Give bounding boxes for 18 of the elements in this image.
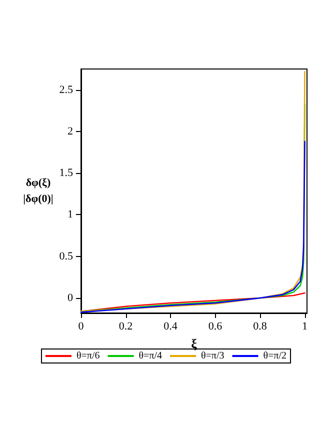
x-tick-label: 0 bbox=[78, 320, 84, 332]
y-axis-title: δφ(ξ) |δφ(0)| bbox=[23, 177, 54, 205]
legend-label: θ=π/3 bbox=[201, 350, 224, 362]
x-tick-label: 0.4 bbox=[164, 320, 178, 332]
legend-label: θ=π/4 bbox=[138, 350, 162, 362]
y-tick-label: 2 bbox=[68, 125, 73, 138]
x-axis-title: ξ bbox=[191, 336, 198, 351]
y-tick-label: 1 bbox=[68, 208, 73, 221]
y-tick-label: 0.5 bbox=[59, 250, 74, 262]
x-tick-label: 1 bbox=[302, 320, 308, 332]
y-tick-label: 2.5 bbox=[59, 84, 74, 96]
x-tick-label: 0.2 bbox=[118, 320, 133, 332]
legend-label: θ=π/6 bbox=[76, 350, 100, 362]
x-tick-label: 0.8 bbox=[253, 320, 268, 332]
y-tick-label: 0 bbox=[68, 292, 74, 304]
x-tick-label: 0.6 bbox=[208, 320, 223, 332]
y-tick-label: 1.5 bbox=[59, 167, 74, 180]
legend-label: θ=π/2 bbox=[263, 350, 287, 362]
